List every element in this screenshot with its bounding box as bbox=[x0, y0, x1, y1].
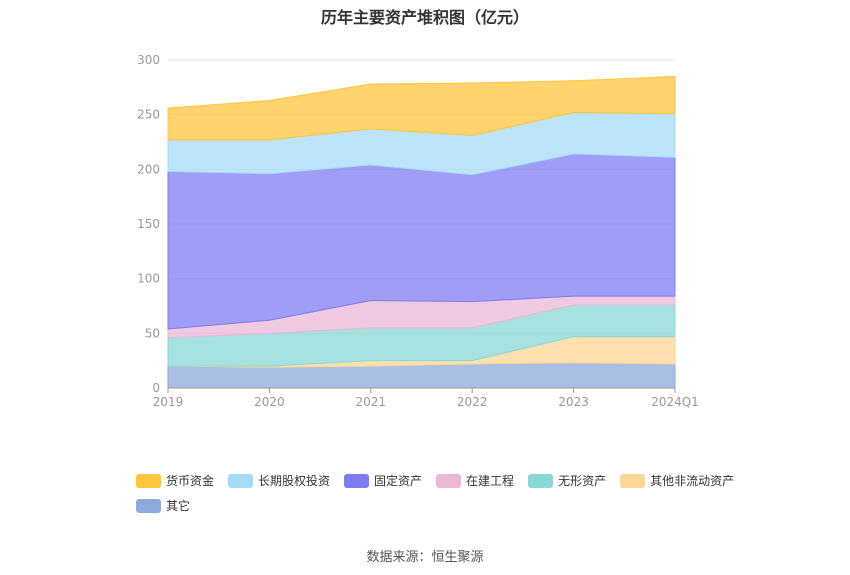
legend-swatch bbox=[136, 498, 161, 513]
legend-item[interactable]: 在建工程 bbox=[436, 472, 514, 489]
legend-item[interactable]: 货币资金 bbox=[136, 472, 214, 489]
y-tick-label: 250 bbox=[137, 108, 160, 122]
area-series bbox=[167, 75, 676, 389]
axes: 0 50 100 150 200 250 300 2019 2020 2021 2022 2023 20… bbox=[137, 53, 699, 409]
legend-item[interactable]: 其他非流动资产 bbox=[620, 472, 734, 489]
legend-item[interactable]: 固定资产 bbox=[344, 472, 422, 489]
legend-swatch bbox=[436, 473, 462, 488]
legend-item[interactable]: 长期股权投资 bbox=[228, 472, 330, 489]
legend-swatch bbox=[136, 473, 161, 488]
stacked-area-chart: 0 50 100 150 200 250 300 2019 2020 2021 2022 2023 20… bbox=[137, 53, 699, 409]
y-tick-label: 50 bbox=[145, 326, 160, 340]
x-tick-label: 2021 bbox=[356, 395, 387, 409]
x-tick-label: 2020 bbox=[254, 395, 285, 409]
legend-swatch bbox=[228, 473, 254, 488]
y-tick-label: 0 bbox=[152, 381, 160, 395]
y-tick-label: 300 bbox=[137, 53, 160, 67]
legend-item[interactable]: 其它 bbox=[136, 497, 190, 514]
y-tick-label: 100 bbox=[137, 272, 160, 286]
legend-label: 无形资产 bbox=[558, 474, 607, 488]
area-货币资金 bbox=[167, 75, 676, 141]
data-source: 数据来源：恒生聚源 bbox=[366, 550, 484, 565]
chart-title: 历年主要资产堆积图（亿元） bbox=[320, 8, 529, 27]
legend-item[interactable]: 无形资产 bbox=[528, 472, 606, 489]
legend: 货币资金 长期股权投资 固定资产 在建工程 无形资产 其他非流动资产其它 bbox=[136, 472, 736, 514]
legend-label: 其他非流动资产 bbox=[650, 474, 735, 488]
legend-swatch bbox=[528, 473, 554, 488]
x-tick-label: 2019 bbox=[153, 395, 184, 409]
x-tick-label: 2023 bbox=[558, 395, 589, 409]
legend-swatch bbox=[620, 473, 646, 488]
legend-label: 长期股权投资 bbox=[258, 474, 331, 488]
y-tick-label: 150 bbox=[137, 217, 160, 231]
legend-label: 在建工程 bbox=[466, 474, 515, 488]
x-tick-label: 2024Q1 bbox=[651, 395, 699, 409]
legend-label: 货币资金 bbox=[166, 474, 215, 488]
y-tick-label: 200 bbox=[137, 162, 160, 176]
x-tick-label: 2022 bbox=[457, 395, 488, 409]
legend-swatch bbox=[344, 473, 370, 488]
legend-label: 固定资产 bbox=[374, 474, 423, 488]
legend-label: 其它 bbox=[166, 499, 191, 513]
